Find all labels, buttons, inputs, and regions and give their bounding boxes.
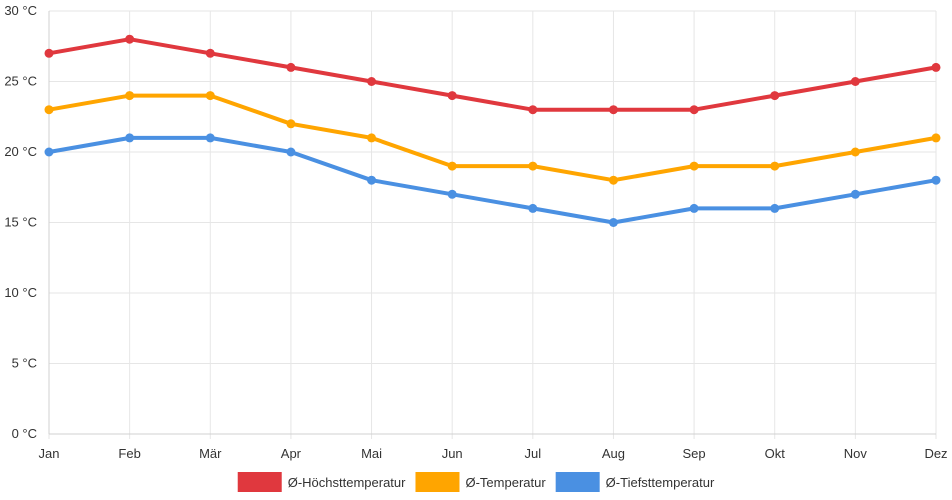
legend-swatch[interactable] <box>237 472 282 492</box>
legend-label[interactable]: Ø-Temperatur <box>465 475 546 490</box>
data-point <box>125 34 135 44</box>
y-tick-label: 25 °C <box>4 74 37 89</box>
series-lines <box>44 34 941 227</box>
data-point <box>367 77 377 86</box>
x-tick-label: Jan <box>39 446 60 461</box>
data-point <box>931 175 941 185</box>
data-point <box>528 105 538 115</box>
legend-label[interactable]: Ø-Höchsttemperatur <box>288 475 406 490</box>
data-point <box>367 175 377 185</box>
data-point <box>770 161 780 171</box>
data-point <box>286 119 296 129</box>
data-point <box>850 77 860 86</box>
data-point <box>44 105 54 115</box>
data-point <box>608 175 618 185</box>
data-point <box>125 133 135 143</box>
y-tick-label: 0 °C <box>12 426 37 441</box>
data-point <box>850 189 860 199</box>
data-point <box>689 161 699 171</box>
data-point <box>205 91 215 101</box>
x-tick-label: Mär <box>199 446 222 461</box>
data-point <box>286 62 296 72</box>
data-point <box>447 91 457 101</box>
data-point <box>286 147 296 157</box>
data-point <box>770 91 780 101</box>
legend-swatch[interactable] <box>555 472 600 492</box>
x-tick-label: Sep <box>683 446 706 461</box>
data-point <box>850 147 860 157</box>
data-point <box>205 48 215 58</box>
x-tick-label: Jun <box>442 446 463 461</box>
legend-swatch[interactable] <box>415 472 460 492</box>
data-point <box>44 147 54 157</box>
legend-label[interactable]: Ø-Tiefsttemperatur <box>606 475 715 490</box>
series-line <box>47 135 938 225</box>
x-tick-label: Okt <box>765 446 786 461</box>
data-point <box>931 62 941 72</box>
data-point <box>447 161 457 171</box>
data-point <box>931 133 941 143</box>
series-line <box>47 93 938 183</box>
y-tick-label: 15 °C <box>4 215 37 230</box>
data-point <box>205 133 215 143</box>
y-tick-label: 20 °C <box>4 144 37 159</box>
data-point <box>689 203 699 213</box>
y-tick-label: 30 °C <box>4 3 37 18</box>
data-point <box>44 48 54 58</box>
data-point <box>689 105 699 115</box>
data-point <box>608 218 618 227</box>
x-tick-label: Jul <box>525 446 542 461</box>
legend: Ø-Höchsttemperatur Ø-Temperatur Ø-Tiefstte… <box>237 472 715 492</box>
data-point <box>608 105 618 115</box>
series-line <box>47 37 938 112</box>
y-tick-label: 5 °C <box>12 356 37 371</box>
grid-lines <box>48 10 937 439</box>
data-point <box>447 189 457 199</box>
data-point <box>528 161 538 171</box>
data-point <box>528 203 538 213</box>
x-tick-label: Dez <box>924 446 947 461</box>
x-tick-label: Mai <box>361 446 382 461</box>
x-tick-label: Apr <box>281 446 302 461</box>
axes: 0 °C 5 °C 10 °C 15 °C 20 °C 25 °C 30 °C Jan Feb M… <box>4 3 947 461</box>
x-tick-label: Aug <box>602 446 625 461</box>
x-tick-label: Feb <box>118 446 140 461</box>
data-point <box>770 203 780 213</box>
data-point <box>125 91 135 101</box>
y-tick-label: 10 °C <box>4 285 37 300</box>
x-tick-label: Nov <box>844 446 868 461</box>
data-point <box>367 133 377 143</box>
